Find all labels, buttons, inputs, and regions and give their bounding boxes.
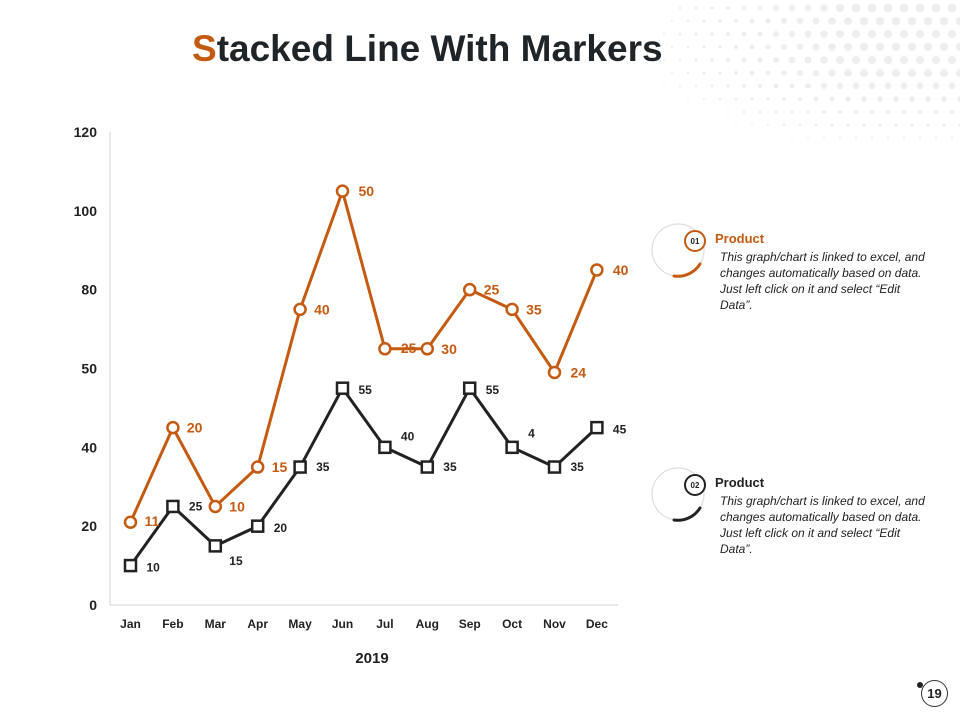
series-1-point	[420, 342, 435, 356]
series-1-data-label: 25	[401, 340, 417, 356]
series-2-data-label: 35	[316, 460, 330, 474]
series-2-point	[293, 460, 307, 474]
x-axis-label: 2019	[355, 650, 388, 667]
page-number: 19	[921, 680, 948, 707]
series-2-point	[590, 420, 604, 435]
x-tick-label: Jan	[120, 617, 141, 631]
series-1-data-label: 35	[526, 301, 542, 317]
y-tick-label: 40	[81, 439, 97, 455]
series-2-point	[250, 519, 265, 533]
page-number-dot	[917, 682, 923, 688]
series-1-point	[505, 302, 519, 317]
series-2-data-label: 55	[486, 383, 500, 397]
series-2-data-label: 40	[401, 429, 415, 443]
x-tick-label: Apr	[247, 617, 268, 631]
series-1-point	[208, 499, 223, 514]
series-2-data-label: 10	[147, 561, 161, 575]
y-tick-label: 20	[81, 518, 97, 534]
series-1-data-label: 30	[441, 341, 457, 357]
series-2-data-label: 20	[274, 521, 288, 535]
series-1-point	[378, 342, 392, 356]
y-tick-label: 100	[74, 203, 98, 219]
series-2-line	[129, 386, 598, 567]
series-1-point	[335, 184, 350, 198]
series-1-data-label: 11	[145, 513, 160, 529]
x-tick-label: Aug	[416, 617, 439, 631]
y-tick-label: 120	[74, 124, 98, 140]
x-tick-label: Mar	[205, 617, 227, 631]
series-1-point	[250, 460, 265, 474]
series-2-point	[505, 440, 519, 455]
legend-description: This graph/chart is linked to excel, and…	[720, 250, 925, 312]
y-tick-label: 80	[81, 282, 97, 298]
series-1-data-label: 10	[229, 498, 245, 514]
series-2-data-label: 55	[359, 383, 373, 397]
series-2-point	[123, 558, 138, 573]
legend-ring-icon	[651, 467, 705, 522]
series-1-point	[590, 263, 604, 277]
series-1-point	[547, 365, 562, 380]
series-1-point	[462, 282, 477, 297]
series-2-data-label: 35	[443, 460, 457, 474]
y-tick-label: 50	[81, 361, 97, 377]
x-tick-label: May	[288, 617, 312, 631]
series-2-data-label: 35	[571, 460, 585, 474]
series-2-point	[378, 440, 392, 455]
series-2-point	[166, 499, 180, 514]
y-tick-label: 0	[89, 597, 97, 613]
slide-title: Stacked Line With Markers	[192, 28, 663, 70]
series-1-data-label: 50	[359, 183, 375, 199]
series-2-point	[335, 381, 350, 395]
series-2-data-label: 15	[229, 554, 243, 568]
x-tick-label: Dec	[586, 617, 608, 631]
series-2-data-label: 45	[613, 423, 627, 437]
x-tick-label: Sep	[459, 617, 481, 631]
legend-number-badge: 01	[684, 230, 706, 252]
series-1-line	[129, 189, 599, 523]
legend-description: This graph/chart is linked to excel, and…	[720, 494, 925, 556]
legend-number-badge: 02	[684, 474, 706, 496]
series-1-data-label: 15	[272, 459, 288, 475]
series-1-data-label: 20	[187, 420, 203, 436]
series-1-point	[166, 420, 180, 435]
series-2-data-label: 25	[189, 499, 203, 513]
legend-product-name: Product	[715, 475, 765, 490]
series-2-point	[208, 539, 223, 553]
series-2-point	[462, 381, 477, 395]
series-1-point	[123, 515, 138, 529]
x-tick-label: Jun	[332, 617, 353, 631]
series-2-point	[420, 460, 435, 474]
series-1-data-label: 24	[571, 364, 587, 380]
x-tick-label: Jul	[376, 617, 393, 631]
series-1-data-label: 25	[484, 282, 500, 298]
series-2-point	[547, 460, 562, 474]
slide-title-first-letter: S	[192, 28, 217, 69]
legend-ring-icon	[651, 223, 705, 278]
series-1-data-label: 40	[613, 262, 629, 278]
x-tick-label: Feb	[162, 617, 183, 631]
x-tick-label: Nov	[543, 617, 566, 631]
series-1-data-label: 40	[314, 301, 330, 317]
series-1-point	[293, 302, 307, 317]
x-tick-label: Oct	[502, 617, 522, 631]
series-2-data-label: 4	[528, 426, 535, 440]
slide-title-rest: tacked Line With Markers	[216, 28, 663, 69]
legend-product-name: Product	[715, 231, 765, 246]
